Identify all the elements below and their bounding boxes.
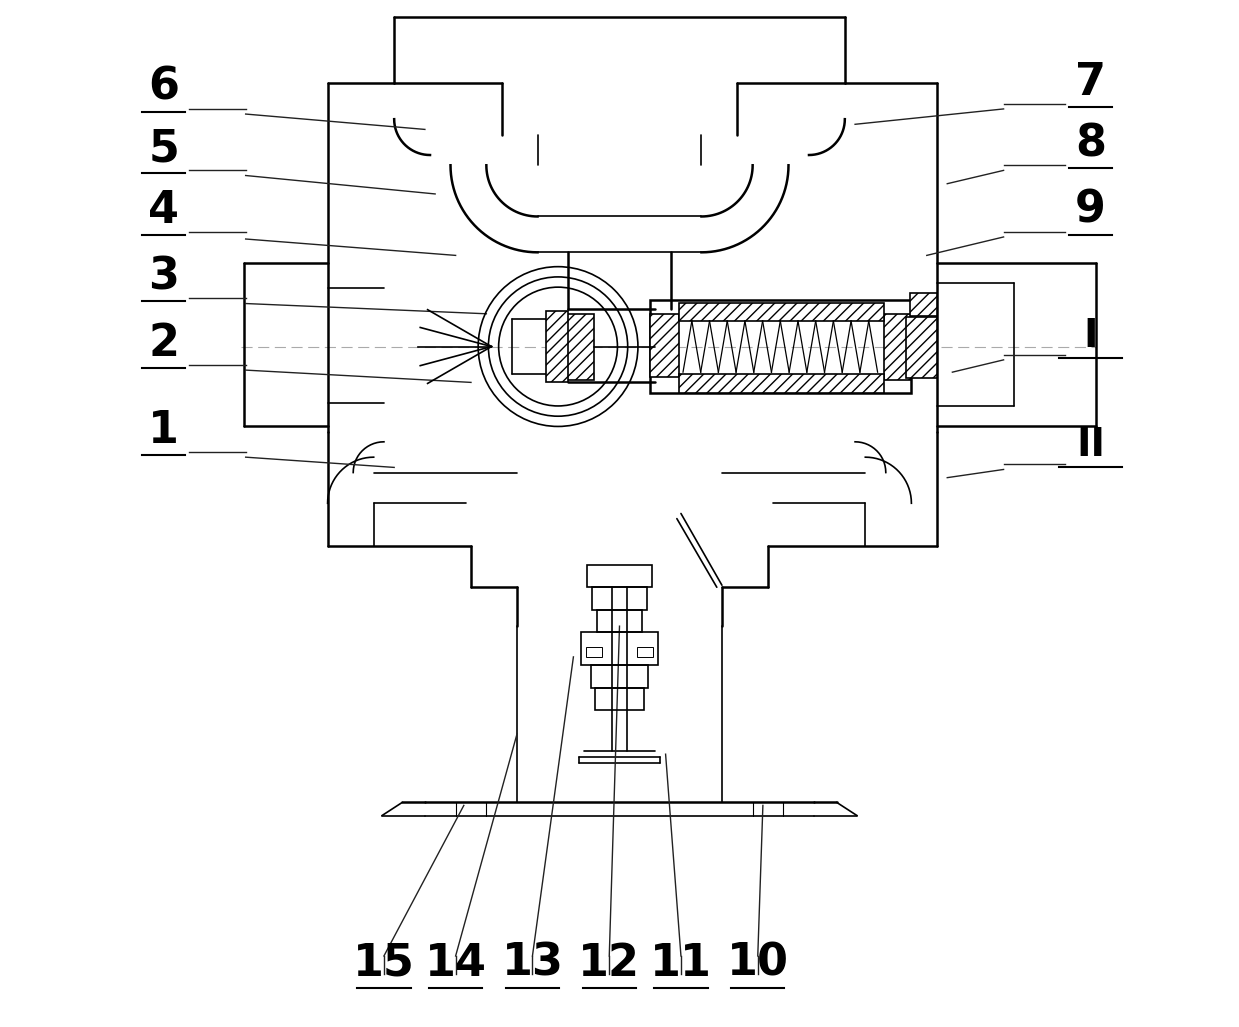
Text: 13: 13 bbox=[502, 942, 564, 985]
Text: 8: 8 bbox=[1075, 122, 1106, 165]
Bar bbox=[883, 314, 912, 380]
Text: 12: 12 bbox=[579, 942, 641, 985]
Text: I: I bbox=[1083, 316, 1098, 354]
Text: 6: 6 bbox=[149, 66, 180, 109]
Text: 10: 10 bbox=[727, 942, 789, 985]
Text: 7: 7 bbox=[1075, 61, 1106, 104]
Bar bbox=[565, 314, 593, 380]
Bar bbox=[679, 303, 883, 321]
Text: 14: 14 bbox=[425, 942, 487, 985]
Bar bbox=[911, 294, 937, 316]
Text: 15: 15 bbox=[353, 942, 415, 985]
Bar bbox=[592, 587, 647, 610]
Bar bbox=[637, 647, 653, 657]
Text: II: II bbox=[1077, 426, 1105, 464]
Bar bbox=[679, 374, 883, 392]
Text: 9: 9 bbox=[1075, 189, 1106, 232]
Bar bbox=[650, 314, 679, 377]
Bar bbox=[545, 311, 569, 382]
Bar bbox=[597, 610, 642, 633]
Text: 1: 1 bbox=[149, 409, 180, 452]
Text: 2: 2 bbox=[149, 322, 180, 365]
Bar bbox=[581, 633, 658, 665]
Bar bbox=[650, 301, 912, 392]
Bar bbox=[595, 688, 644, 710]
Bar bbox=[587, 565, 652, 587]
Text: 3: 3 bbox=[149, 256, 180, 299]
Bar bbox=[586, 647, 602, 657]
Text: 11: 11 bbox=[650, 942, 712, 985]
Text: 4: 4 bbox=[149, 189, 180, 232]
Bar bbox=[591, 665, 648, 688]
Text: 5: 5 bbox=[149, 127, 180, 170]
Bar bbox=[906, 317, 937, 378]
